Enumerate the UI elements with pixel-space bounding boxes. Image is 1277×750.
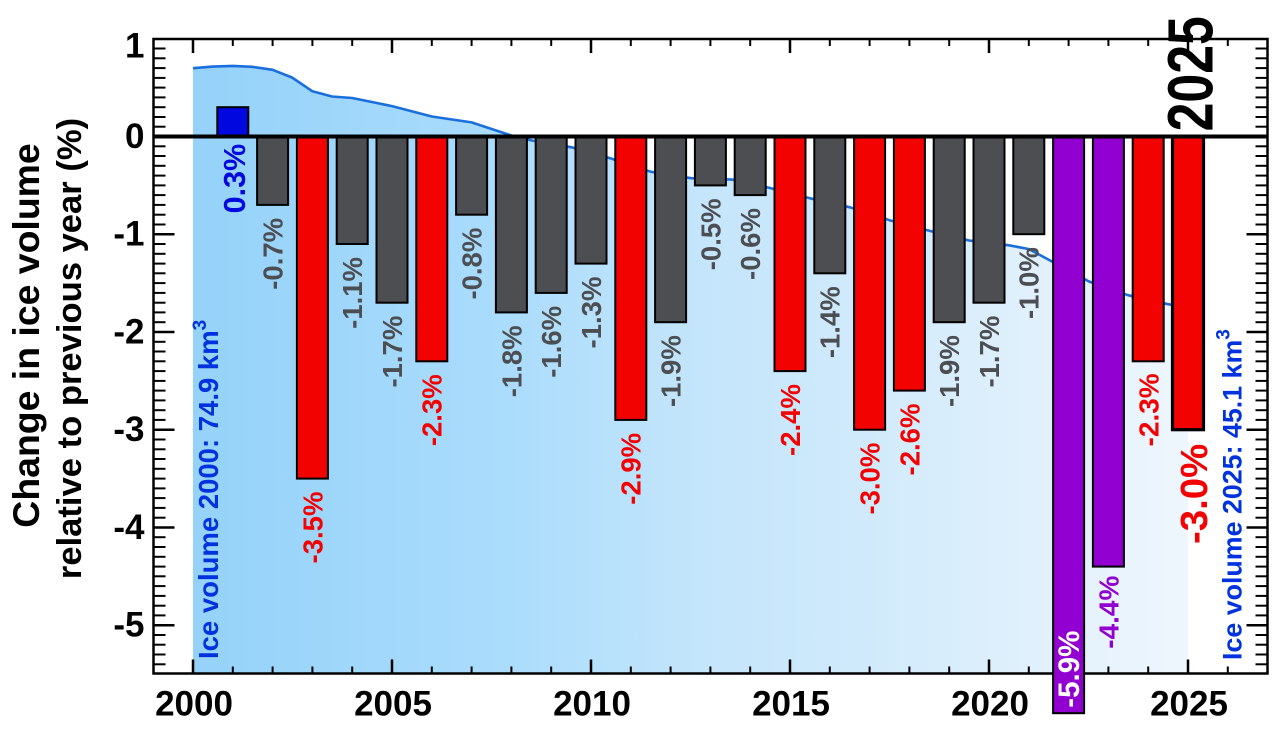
svg-text:-1.0%: -1.0%: [1014, 247, 1045, 319]
svg-text:-2.6%: -2.6%: [894, 404, 925, 476]
svg-text:2020: 2020: [951, 685, 1029, 724]
svg-text:relative to previous year (%): relative to previous year (%): [51, 118, 89, 579]
svg-text:-1.4%: -1.4%: [815, 286, 846, 358]
svg-text:-1.9%: -1.9%: [656, 335, 687, 407]
svg-text:-5.9%: -5.9%: [1053, 631, 1086, 708]
svg-text:2025: 2025: [1150, 685, 1228, 724]
svg-text:-2.3%: -2.3%: [417, 374, 448, 446]
svg-text:2025: 2025: [1155, 16, 1226, 131]
svg-text:-3: -3: [113, 410, 144, 449]
svg-text:-0.5%: -0.5%: [695, 198, 726, 270]
svg-text:Ice volume 2025: 45.1 km3: Ice volume 2025: 45.1 km3: [1214, 329, 1248, 660]
svg-text:-3.0%: -3.0%: [855, 443, 886, 515]
svg-text:-1.7%: -1.7%: [974, 316, 1005, 388]
svg-text:-2.4%: -2.4%: [775, 384, 806, 456]
svg-text:-5: -5: [113, 606, 144, 645]
svg-text:-1.6%: -1.6%: [536, 306, 567, 378]
svg-text:2005: 2005: [354, 685, 432, 724]
svg-text:-1: -1: [113, 215, 144, 254]
svg-text:-1.1%: -1.1%: [337, 257, 368, 329]
svg-text:-1.7%: -1.7%: [377, 316, 408, 388]
svg-text:-0.8%: -0.8%: [457, 228, 488, 300]
svg-text:Ice volume 2000: 74.9 km3: Ice volume 2000: 74.9 km3: [190, 320, 224, 659]
svg-text:-0.7%: -0.7%: [258, 218, 289, 290]
svg-text:-1.8%: -1.8%: [496, 325, 527, 397]
svg-text:-0.6%: -0.6%: [735, 208, 766, 280]
svg-text:-1.3%: -1.3%: [576, 277, 607, 349]
svg-text:-3.0%: -3.0%: [1173, 444, 1216, 544]
svg-text:0.3%: 0.3%: [218, 144, 252, 214]
svg-text:2015: 2015: [752, 685, 830, 724]
svg-text:2010: 2010: [553, 685, 631, 724]
svg-text:-4: -4: [113, 508, 145, 547]
svg-text:1: 1: [125, 27, 144, 66]
svg-text:-2.3%: -2.3%: [1133, 373, 1164, 446]
svg-text:-3.5%: -3.5%: [297, 492, 328, 564]
svg-text:-2.9%: -2.9%: [616, 433, 647, 505]
svg-text:2000: 2000: [155, 685, 233, 724]
svg-text:-4.4%: -4.4%: [1094, 576, 1125, 649]
svg-text:-1.9%: -1.9%: [934, 335, 965, 407]
svg-text:0: 0: [125, 117, 144, 156]
svg-text:-2: -2: [113, 313, 144, 352]
svg-text:Change in ice volume: Change in ice volume: [5, 143, 47, 527]
